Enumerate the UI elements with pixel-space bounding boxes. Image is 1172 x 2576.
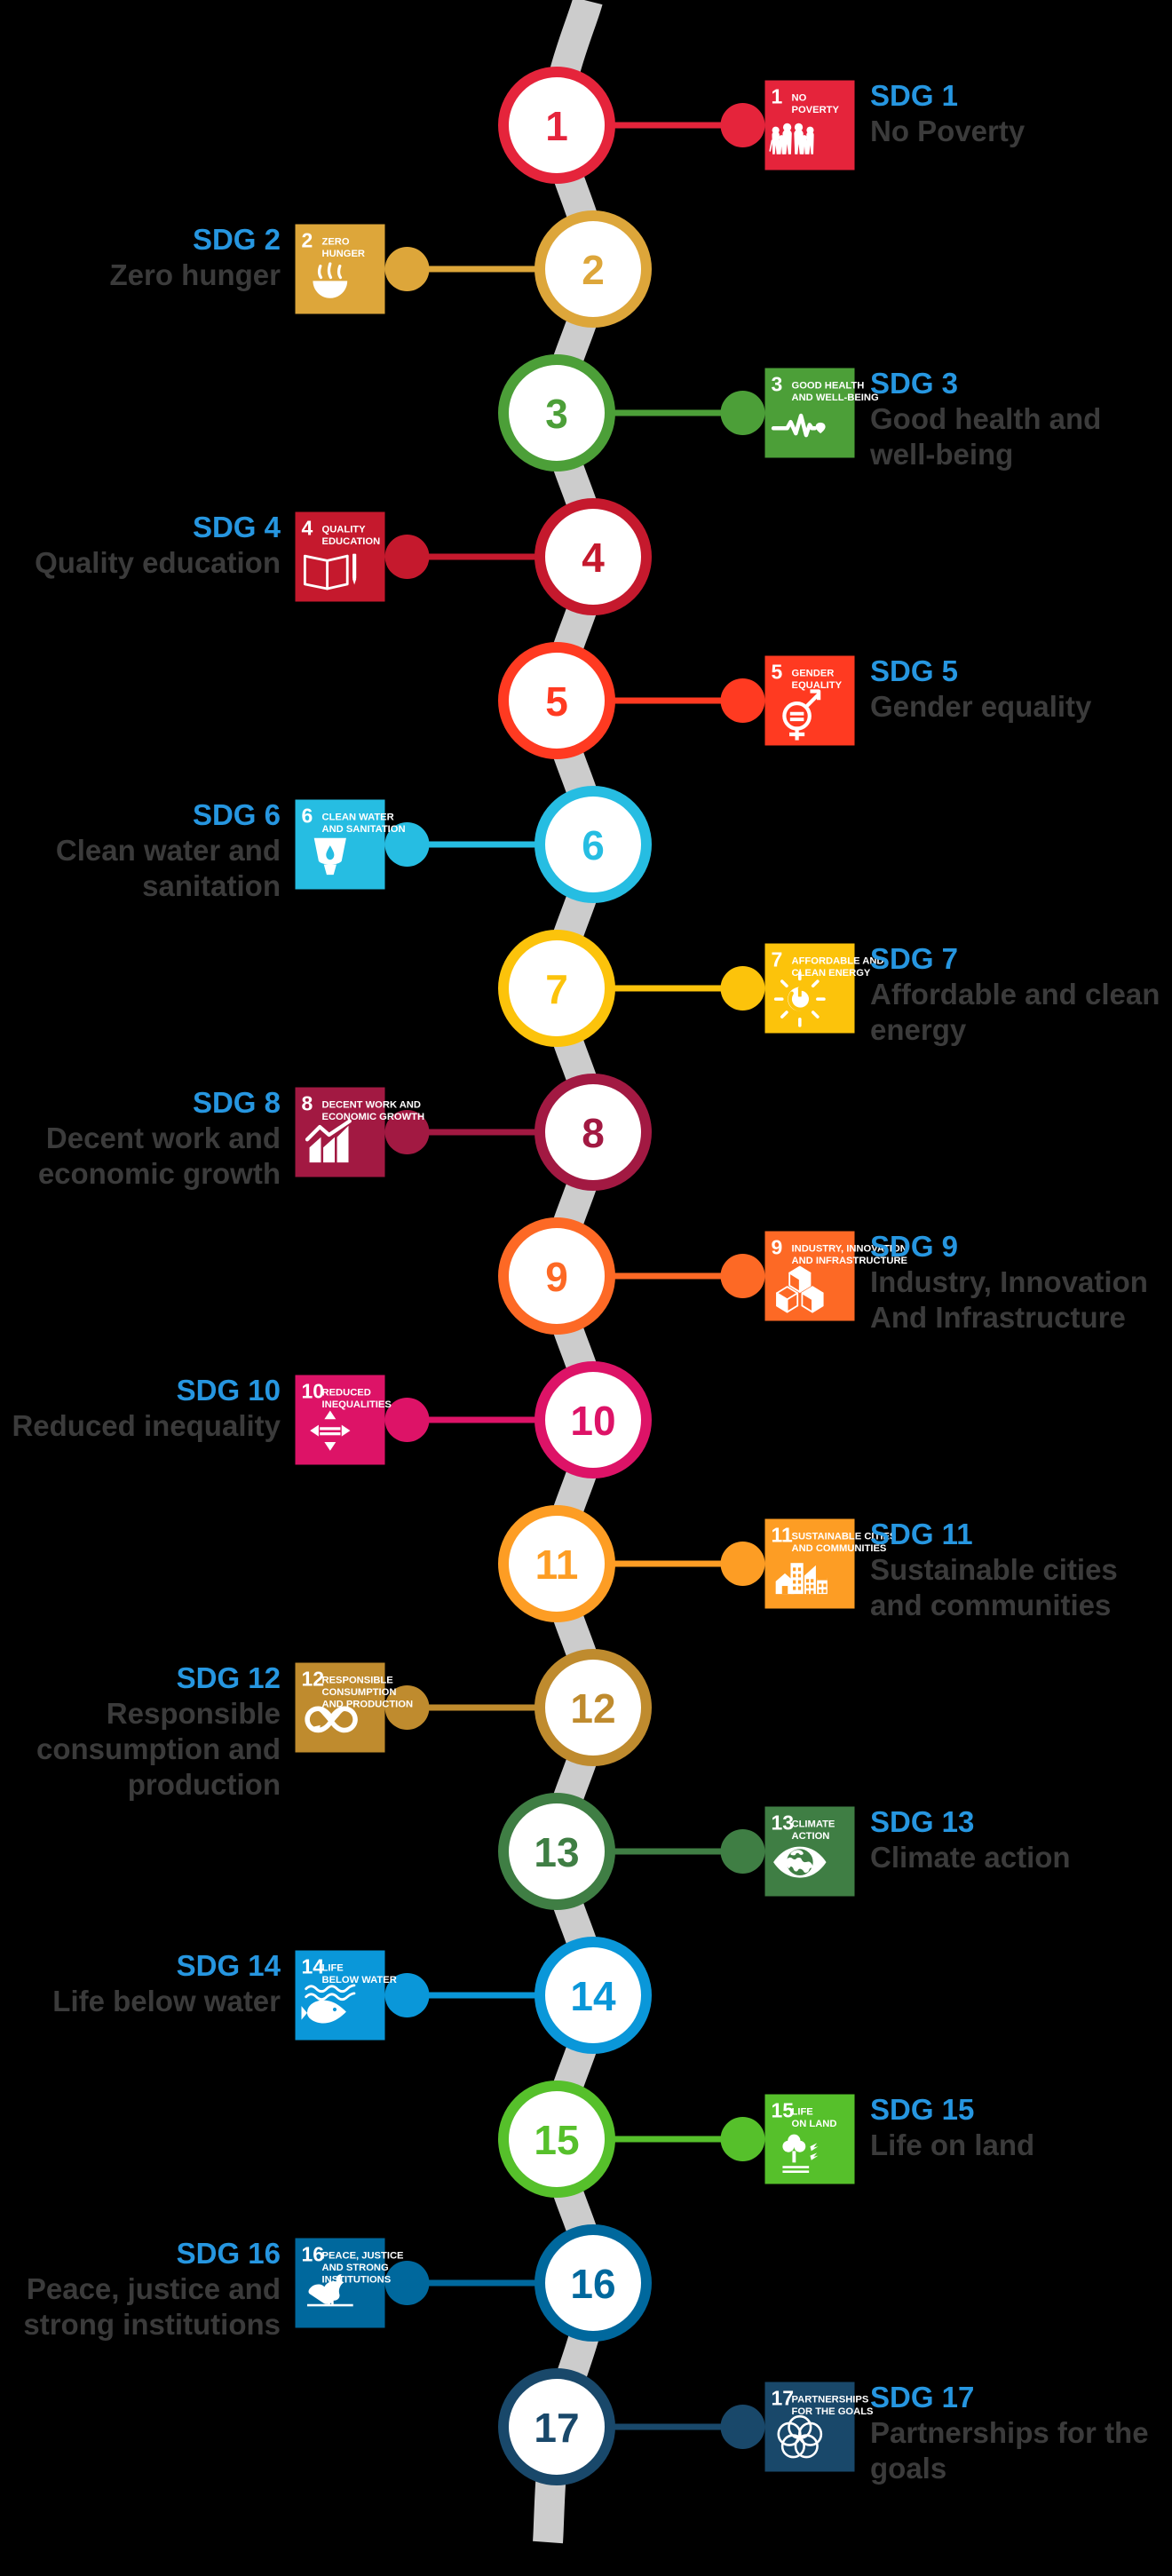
svg-text:ZERO: ZERO — [322, 237, 350, 248]
svg-text:1: 1 — [545, 103, 568, 149]
svg-text:5: 5 — [545, 678, 568, 725]
svg-text:CLEAN WATER: CLEAN WATER — [322, 812, 394, 823]
svg-text:11: 11 — [772, 1524, 794, 1547]
svg-text:EQUALITY: EQUALITY — [792, 680, 843, 691]
svg-text:QUALITY: QUALITY — [322, 525, 367, 535]
svg-text:HUNGER: HUNGER — [322, 249, 365, 259]
svg-text:CLEAN ENERGY: CLEAN ENERGY — [792, 968, 871, 979]
svg-text:9: 9 — [772, 1236, 783, 1259]
svg-text:3: 3 — [545, 391, 568, 437]
svg-text:ECONOMIC GROWTH: ECONOMIC GROWTH — [322, 1112, 425, 1122]
svg-text:10: 10 — [570, 1398, 615, 1444]
svg-text:PARTNERSHIPS: PARTNERSHIPS — [792, 2395, 869, 2406]
svg-text:17: 17 — [534, 2405, 579, 2451]
svg-text:7: 7 — [545, 966, 568, 1012]
svg-text:16: 16 — [302, 2243, 325, 2266]
svg-text:CLIMATE: CLIMATE — [792, 1819, 835, 1830]
svg-text:RESPONSIBLE: RESPONSIBLE — [322, 1676, 394, 1686]
svg-text:6: 6 — [582, 822, 605, 868]
svg-text:EDUCATION: EDUCATION — [322, 536, 381, 547]
svg-text:GENDER: GENDER — [792, 669, 835, 679]
svg-text:FOR THE GOALS: FOR THE GOALS — [792, 2406, 875, 2417]
svg-text:6: 6 — [302, 805, 313, 828]
svg-text:2: 2 — [302, 229, 313, 252]
svg-text:5: 5 — [772, 661, 783, 684]
svg-text:12: 12 — [302, 1668, 325, 1691]
svg-text:9: 9 — [545, 1254, 568, 1300]
svg-text:8: 8 — [582, 1110, 605, 1156]
svg-text:CONSUMPTION: CONSUMPTION — [322, 1687, 397, 1698]
svg-text:INEQUALITIES: INEQUALITIES — [322, 1399, 392, 1410]
svg-text:10: 10 — [302, 1380, 325, 1403]
svg-text:13: 13 — [534, 1829, 579, 1875]
svg-text:BELOW WATER: BELOW WATER — [322, 1975, 397, 1986]
svg-text:POVERTY: POVERTY — [792, 105, 840, 115]
svg-text:7: 7 — [772, 948, 783, 971]
svg-text:11: 11 — [535, 1542, 579, 1588]
svg-text:14: 14 — [570, 1973, 616, 2019]
svg-text:PEACE, JUSTICE: PEACE, JUSTICE — [322, 2251, 405, 2262]
svg-text:ON LAND: ON LAND — [792, 2119, 837, 2129]
svg-text:LIFE: LIFE — [792, 2107, 814, 2118]
svg-text:ACTION: ACTION — [792, 1831, 830, 1842]
svg-text:12: 12 — [570, 1685, 615, 1732]
svg-text:GOOD HEALTH: GOOD HEALTH — [792, 381, 865, 392]
svg-text:4: 4 — [582, 535, 605, 581]
svg-text:14: 14 — [302, 1955, 325, 1978]
svg-text:13: 13 — [772, 1811, 795, 1835]
svg-text:17: 17 — [772, 2387, 795, 2410]
svg-text:AND PRODUCTION: AND PRODUCTION — [322, 1700, 414, 1710]
svg-text:DECENT WORK AND: DECENT WORK AND — [322, 1100, 421, 1111]
svg-text:8: 8 — [302, 1092, 313, 1115]
svg-text:3: 3 — [772, 373, 783, 396]
svg-text:15: 15 — [534, 2117, 579, 2163]
svg-text:AND WELL-BEING: AND WELL-BEING — [792, 392, 879, 403]
svg-text:1: 1 — [772, 85, 783, 108]
svg-text:2: 2 — [582, 247, 605, 293]
svg-text:15: 15 — [772, 2099, 795, 2122]
svg-text:AND STRONG: AND STRONG — [322, 2263, 390, 2273]
svg-text:4: 4 — [302, 517, 313, 540]
svg-text:REDUCED: REDUCED — [322, 1388, 371, 1399]
svg-text:NO: NO — [792, 93, 807, 104]
svg-text:LIFE: LIFE — [322, 1963, 344, 1974]
svg-text:AND SANITATION: AND SANITATION — [322, 824, 406, 835]
svg-text:16: 16 — [570, 2261, 615, 2307]
